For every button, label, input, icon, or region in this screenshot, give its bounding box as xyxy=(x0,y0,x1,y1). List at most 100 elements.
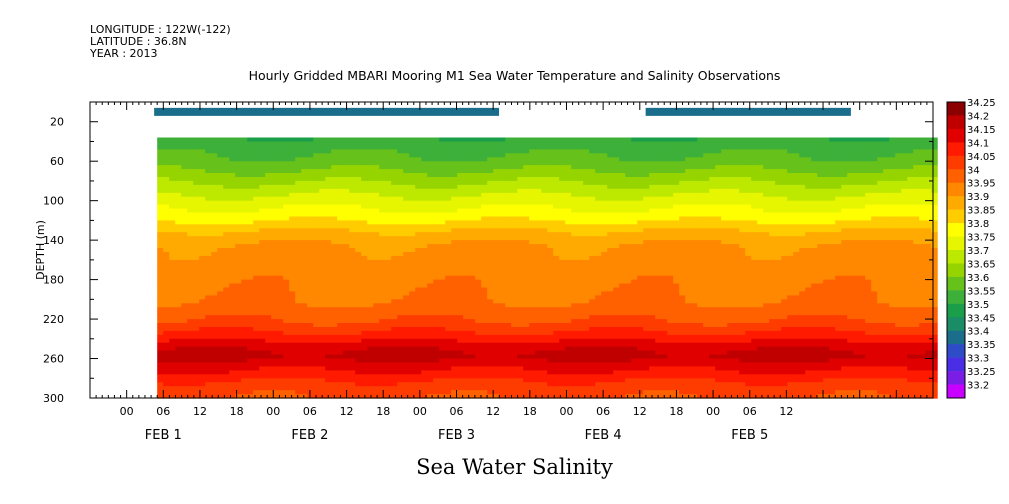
salinity-cell xyxy=(325,354,332,360)
salinity-cell xyxy=(589,192,596,198)
salinity-cell xyxy=(283,220,290,225)
salinity-cell xyxy=(409,303,416,308)
salinity-cell xyxy=(601,188,608,194)
salinity-cell xyxy=(511,252,518,257)
salinity-cell xyxy=(487,200,494,206)
salinity-cell xyxy=(277,224,284,229)
salinity-cell xyxy=(271,291,278,296)
salinity-cell xyxy=(259,232,266,237)
salinity-cell xyxy=(505,374,512,379)
salinity-cell xyxy=(265,327,272,332)
salinity-cell xyxy=(343,184,350,190)
salinity-cell xyxy=(469,338,476,344)
salinity-cell xyxy=(271,279,278,285)
salinity-cell xyxy=(601,263,608,269)
salinity-cell xyxy=(223,153,230,158)
salinity-cell xyxy=(367,354,374,360)
salinity-cell xyxy=(541,287,548,293)
salinity-cell xyxy=(499,204,506,210)
salinity-cell xyxy=(511,366,518,371)
salinity-cell xyxy=(247,390,254,395)
salinity-cell xyxy=(523,299,530,304)
salinity-cell xyxy=(583,161,590,166)
salinity-cell xyxy=(529,196,536,202)
salinity-cell xyxy=(331,204,338,210)
salinity-cell xyxy=(331,327,338,332)
salinity-cell xyxy=(211,338,218,344)
salinity-cell xyxy=(571,386,578,391)
salinity-cell xyxy=(313,200,320,206)
salinity-cell xyxy=(283,200,290,206)
salinity-cell xyxy=(505,386,512,391)
salinity-cell xyxy=(403,232,410,237)
salinity-cell xyxy=(337,386,344,391)
salinity-cell xyxy=(595,334,602,340)
salinity-cell xyxy=(181,208,188,214)
salinity-cell xyxy=(493,334,500,340)
salinity-cell xyxy=(451,283,458,289)
salinity-cell xyxy=(457,141,464,147)
salinity-cell xyxy=(157,275,164,281)
salinity-cell xyxy=(541,145,548,150)
salinity-cell xyxy=(511,161,518,166)
salinity-cell xyxy=(181,354,188,360)
salinity-cell xyxy=(325,378,332,383)
salinity-cell xyxy=(505,208,512,214)
salinity-cell xyxy=(589,212,596,218)
salinity-cell xyxy=(289,354,296,360)
salinity-cell xyxy=(505,236,512,241)
salinity-cell xyxy=(235,350,242,356)
salinity-cell xyxy=(229,319,236,324)
salinity-cell xyxy=(523,390,530,395)
salinity-cell xyxy=(361,184,368,190)
salinity-cell xyxy=(271,145,278,150)
salinity-cell xyxy=(271,354,278,360)
salinity-cell xyxy=(175,212,182,218)
salinity-cell xyxy=(229,224,236,229)
salinity-cell xyxy=(193,216,200,222)
salinity-cell xyxy=(241,161,248,166)
salinity-cell xyxy=(475,252,482,257)
salinity-cell xyxy=(217,366,224,371)
salinity-cell xyxy=(565,358,572,364)
salinity-cell xyxy=(385,275,392,281)
salinity-cell xyxy=(367,263,374,269)
salinity-cell xyxy=(451,291,458,296)
salinity-cell xyxy=(229,141,236,147)
salinity-cell xyxy=(247,279,254,285)
salinity-cell xyxy=(589,157,596,162)
salinity-cell xyxy=(349,196,356,202)
salinity-cell xyxy=(217,149,224,154)
salinity-cell xyxy=(571,342,578,348)
salinity-cell xyxy=(469,259,476,265)
salinity-cell xyxy=(607,252,614,257)
salinity-cell xyxy=(595,188,602,194)
salinity-cell xyxy=(433,362,440,368)
salinity-cell xyxy=(253,315,260,320)
salinity-cell xyxy=(523,346,530,352)
salinity-cell xyxy=(415,374,422,379)
salinity-cell xyxy=(409,169,416,174)
salinity-cell xyxy=(355,192,362,198)
salinity-cell xyxy=(295,323,302,328)
salinity-cell xyxy=(175,157,182,162)
salinity-cell xyxy=(463,173,470,178)
salinity-cell xyxy=(499,366,506,371)
salinity-cell xyxy=(217,180,224,186)
salinity-cell xyxy=(541,232,548,237)
salinity-cell xyxy=(169,180,176,186)
salinity-cell xyxy=(415,275,422,281)
salinity-cell xyxy=(397,362,404,368)
salinity-cell xyxy=(211,386,218,391)
salinity-cell xyxy=(517,362,524,368)
salinity-cell xyxy=(259,169,266,174)
salinity-cell xyxy=(565,141,572,147)
salinity-cell xyxy=(571,255,578,261)
salinity-cell xyxy=(217,248,224,253)
salinity-cell xyxy=(397,188,404,194)
salinity-cell xyxy=(457,378,464,383)
salinity-cell xyxy=(463,390,470,395)
salinity-cell xyxy=(181,196,188,202)
salinity-cell xyxy=(271,283,278,289)
salinity-cell xyxy=(433,165,440,170)
